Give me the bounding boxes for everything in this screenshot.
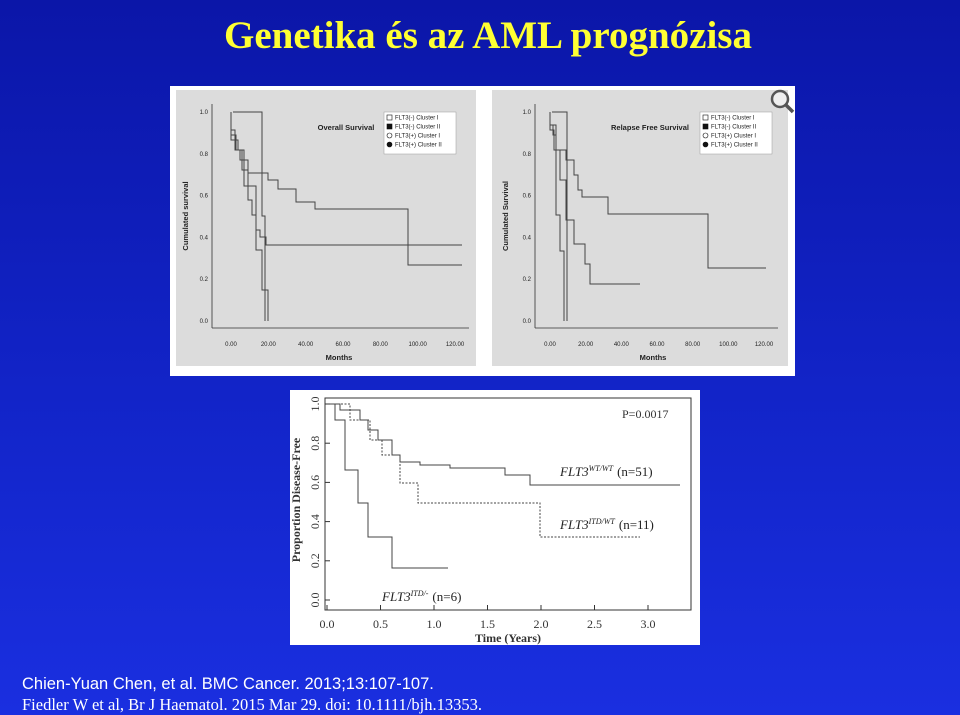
- magnifier: [770, 89, 795, 114]
- x-axis-label: Months: [640, 353, 667, 362]
- x-tick-label: 40.00: [298, 342, 314, 348]
- legend-label: FLT3(+) Cluster II: [395, 143, 442, 149]
- x-tick-label: 80.00: [685, 342, 701, 348]
- legend-label: FLT3(-) Cluster II: [711, 125, 757, 131]
- legend-marker: [702, 141, 709, 148]
- legend-box: [383, 111, 457, 155]
- legend-label: FLT3(+) Cluster II: [711, 143, 758, 149]
- citation: Fiedler W et al, Br J Haematol. 2015 Mar…: [22, 695, 482, 714]
- x-tick-label: 0.5: [373, 617, 388, 631]
- y-tick-label: 0.0: [523, 319, 532, 325]
- panel-title: Overall Survival: [318, 123, 375, 132]
- legend-label: FLT3(+) Cluster I: [395, 134, 440, 140]
- x-tick-label: 120.00: [755, 342, 774, 348]
- genotype: WT/WT: [589, 464, 614, 473]
- legend-marker: [386, 132, 393, 139]
- x-axis-label: Months: [326, 353, 353, 362]
- y-tick-label: 0.4: [523, 235, 532, 241]
- x-tick-label: 3.0: [641, 617, 656, 631]
- slide-title: Genetika és az AML prognózisa: [224, 14, 752, 57]
- y-axis-label: Cumulated survival: [181, 181, 190, 250]
- curve-label: FLT3WT/WT (n=51): [559, 464, 653, 479]
- y-tick-label: 0.2: [523, 277, 532, 283]
- x-tick-label: 1.0: [427, 617, 442, 631]
- x-tick-label: 120.00: [446, 342, 465, 348]
- x-axis-label: Time (Years): [475, 631, 541, 645]
- citation: Chien-Yuan Chen, et al. BMC Cancer. 2013…: [22, 675, 434, 693]
- gene: FLT3: [559, 517, 589, 532]
- n-count: (n=6): [432, 589, 461, 604]
- gene: FLT3: [381, 589, 411, 604]
- x-tick-label: 20.00: [261, 342, 277, 348]
- n-count: (n=11): [619, 517, 654, 532]
- legend-label: FLT3(-) Cluster I: [711, 116, 755, 122]
- y-tick-label: 0.6: [523, 194, 532, 200]
- legend-label: FLT3(-) Cluster II: [395, 125, 441, 131]
- y-tick-label: 0.2: [308, 553, 322, 568]
- curves-top: [230, 111, 766, 321]
- y-tick-label: 0.8: [200, 152, 209, 158]
- y-tick-label: 0.2: [200, 277, 209, 283]
- y-tick-label: 0.8: [523, 152, 532, 158]
- genotype: ITD/WT: [588, 517, 616, 526]
- legend-marker: [386, 141, 393, 148]
- legend-marker: [386, 114, 393, 121]
- x-tick-label: 20.00: [578, 342, 594, 348]
- x-tick-label: 100.00: [719, 342, 738, 348]
- x-tick-label: 60.00: [649, 342, 665, 348]
- x-tick-label: 0.00: [544, 342, 556, 348]
- legend-marker: [702, 132, 709, 139]
- y-tick-label: 0.0: [308, 593, 322, 608]
- figure-bottom: [290, 390, 700, 645]
- y-tick-label: 1.0: [200, 110, 209, 116]
- p-value: P=0.0017: [622, 407, 668, 421]
- y-tick-label: 0.4: [308, 514, 322, 529]
- y-tick-label: 1.0: [308, 397, 322, 412]
- x-tick-label: 0.0: [320, 617, 335, 631]
- plot-frame: [324, 397, 692, 611]
- x-tick-label: 2.5: [587, 617, 602, 631]
- x-tick-label: 2.0: [534, 617, 549, 631]
- curve-label: FLT3ITD/- (n=6): [381, 589, 461, 604]
- curves-bottom: [327, 403, 680, 569]
- y-tick-label: 0.0: [200, 319, 209, 325]
- y-tick-label: 0.4: [200, 235, 209, 241]
- x-tick-label: 40.00: [614, 342, 630, 348]
- x-tick-label: 100.00: [408, 342, 427, 348]
- legend-label: FLT3(-) Cluster I: [395, 116, 439, 122]
- legend-marker: [702, 123, 709, 130]
- legend-marker: [386, 123, 393, 130]
- legend-marker: [702, 114, 709, 121]
- y-tick-label: 0.6: [308, 475, 322, 490]
- legend-box: [699, 111, 773, 155]
- legend-label: FLT3(+) Cluster I: [711, 134, 756, 140]
- gene: FLT3: [559, 464, 589, 479]
- curve-label: FLT3ITD/WT (n=11): [559, 517, 654, 532]
- panel-title: Relapse Free Survival: [611, 123, 689, 132]
- y-axis-label: Cumulated Survival: [501, 181, 510, 251]
- genotype: ITD/-: [410, 589, 429, 598]
- x-tick-label: 80.00: [373, 342, 389, 348]
- x-tick-label: 0.00: [225, 342, 237, 348]
- y-tick-label: 1.0: [523, 110, 532, 116]
- y-axis-label: Proportion Disease-Free: [289, 437, 303, 562]
- y-tick-label: 0.6: [200, 194, 209, 200]
- y-tick-label: 0.8: [308, 436, 322, 451]
- x-tick-label: 60.00: [335, 342, 351, 348]
- n-count: (n=51): [617, 464, 653, 479]
- x-tick-label: 1.5: [480, 617, 495, 631]
